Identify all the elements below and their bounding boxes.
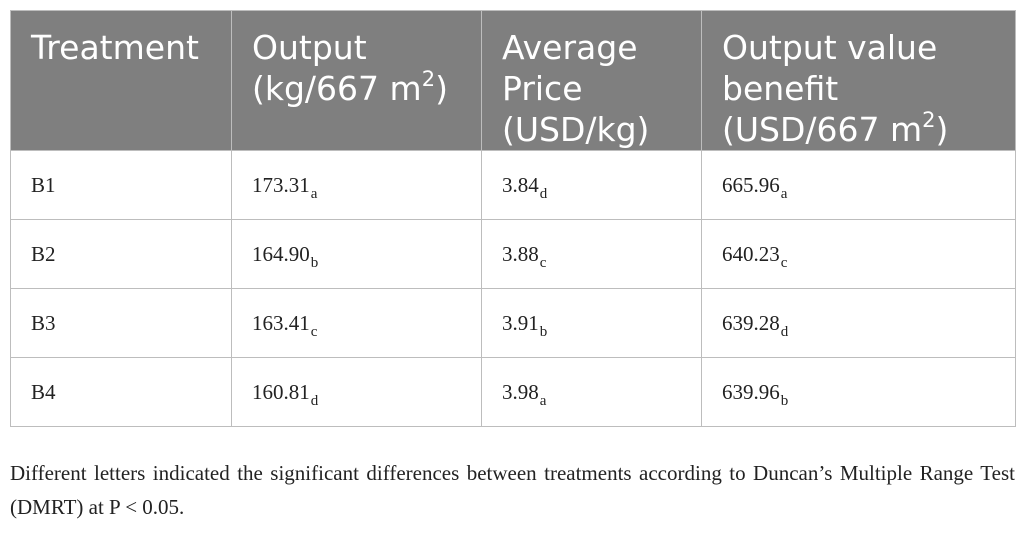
price-value: 3.88 [502, 241, 539, 266]
cell-benefit: 640.23c [701, 219, 1016, 289]
header-output-line2: (kg/667 m [252, 69, 422, 108]
cell-benefit: 639.96b [701, 357, 1016, 427]
header-benefit-sup: 2 [922, 108, 936, 132]
cell-benefit: 639.28d [701, 288, 1016, 358]
table-body: B1 173.31a 3.84d 665.96a B2 164.90b 3.88… [10, 150, 1016, 427]
price-significance-letter: b [539, 323, 548, 340]
price-value: 3.84 [502, 172, 539, 197]
price-significance-letter: c [539, 254, 547, 271]
output-value: 173.31 [252, 172, 310, 197]
results-table-container: Treatment Output (kg/667 m2) Average Price… [10, 10, 1016, 427]
benefit-significance-letter: d [780, 323, 789, 340]
output-value: 163.41 [252, 310, 310, 335]
header-output: Output (kg/667 m2) [231, 10, 482, 151]
cell-output: 173.31a [231, 150, 482, 220]
header-treatment-label: Treatment [31, 28, 199, 67]
table-footnote: Different letters indicated the signific… [10, 461, 1015, 519]
cell-treatment: B1 [10, 150, 232, 220]
header-price-line1: Average [502, 28, 638, 67]
cell-output: 164.90b [231, 219, 482, 289]
output-significance-letter: c [310, 323, 318, 340]
header-price-line3: (USD/kg) [502, 110, 650, 149]
cell-treatment: B4 [10, 357, 232, 427]
cell-output: 163.41c [231, 288, 482, 358]
header-treatment: Treatment [10, 10, 232, 151]
output-significance-letter: b [310, 254, 319, 271]
table-header: Treatment Output (kg/667 m2) Average Price… [10, 10, 1016, 151]
table-row: B2 164.90b 3.88c 640.23c [10, 219, 1016, 289]
results-table: Treatment Output (kg/667 m2) Average Price… [10, 10, 1016, 427]
cell-price: 3.98a [481, 357, 702, 427]
cell-price: 3.88c [481, 219, 702, 289]
cell-treatment: B3 [10, 288, 232, 358]
benefit-value: 640.23 [722, 241, 780, 266]
benefit-value: 665.96 [722, 172, 780, 197]
table-row: B1 173.31a 3.84d 665.96a [10, 150, 1016, 220]
benefit-value: 639.96 [722, 379, 780, 404]
header-price-line2: Price [502, 69, 583, 108]
price-value: 3.98 [502, 379, 539, 404]
benefit-significance-letter: b [780, 392, 789, 409]
header-output-close: ) [435, 69, 448, 108]
header-output-value-benefit: Output value benefit (USD/667 m2) [701, 10, 1016, 151]
cell-price: 3.84d [481, 150, 702, 220]
cell-price: 3.91b [481, 288, 702, 358]
cell-output: 160.81d [231, 357, 482, 427]
header-output-sup: 2 [421, 67, 436, 91]
benefit-value: 639.28 [722, 310, 780, 335]
output-significance-letter: d [310, 392, 319, 409]
header-benefit-line1: Output value [722, 28, 938, 67]
header-average-price: Average Price (USD/kg) [481, 10, 702, 151]
price-significance-letter: d [539, 185, 548, 202]
header-output-line1: Output [252, 28, 367, 67]
header-benefit-close: ) [935, 110, 949, 149]
output-significance-letter: a [310, 185, 318, 202]
table-row: B4 160.81d 3.98a 639.96b [10, 357, 1016, 427]
benefit-significance-letter: c [780, 254, 788, 271]
table-row: B3 163.41c 3.91b 639.28d [10, 288, 1016, 358]
price-value: 3.91 [502, 310, 539, 335]
price-significance-letter: a [539, 392, 547, 409]
header-benefit-line3: (USD/667 m [722, 110, 923, 149]
benefit-significance-letter: a [780, 185, 788, 202]
cell-treatment: B2 [10, 219, 232, 289]
output-value: 160.81 [252, 379, 310, 404]
header-row: Treatment Output (kg/667 m2) Average Price… [10, 10, 1016, 151]
output-value: 164.90 [252, 241, 310, 266]
cell-benefit: 665.96a [701, 150, 1016, 220]
header-benefit-line2: benefit [722, 69, 839, 108]
